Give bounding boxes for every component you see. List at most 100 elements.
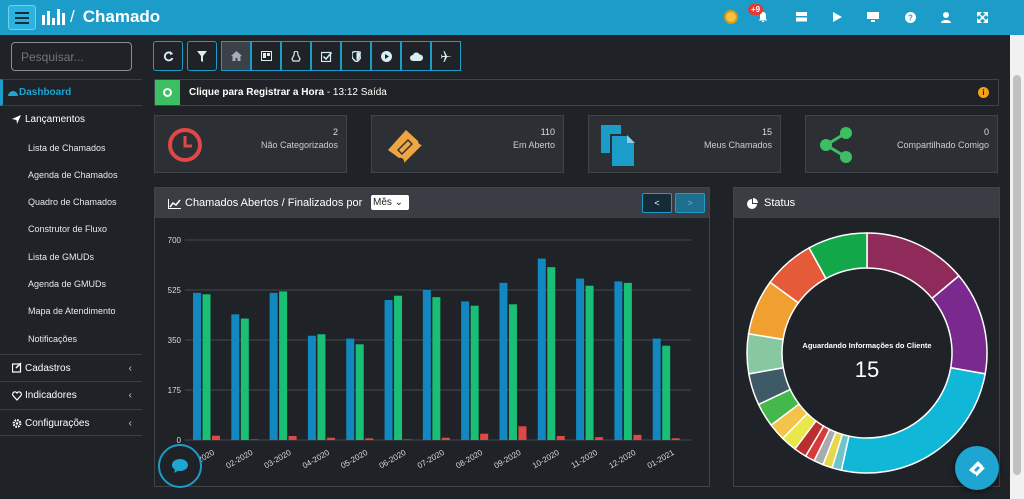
bar[interactable] xyxy=(585,285,594,440)
check-button[interactable] xyxy=(311,41,341,71)
sidebar-item-cadastros[interactable]: Cadastros ‹ xyxy=(0,354,142,381)
card-meus-chamados[interactable]: 15 Meus Chamados xyxy=(588,115,781,173)
sidebar-subitem-lista-gmuds[interactable]: Lista de GMUDs xyxy=(28,252,95,262)
donut-slice[interactable] xyxy=(808,232,868,280)
bar[interactable] xyxy=(518,426,527,440)
info-icon[interactable]: i xyxy=(978,87,989,98)
share-icon xyxy=(820,127,852,163)
scrollbar-thumb[interactable] xyxy=(1013,75,1021,475)
plane-icon xyxy=(440,50,452,62)
chart-panel: Chamados Abertos / Finalizados por Mês ⌄… xyxy=(154,187,710,487)
bar[interactable] xyxy=(652,338,661,440)
bar[interactable] xyxy=(288,436,297,440)
bar[interactable] xyxy=(231,314,240,440)
donut-slice[interactable] xyxy=(746,332,785,375)
user-icon[interactable] xyxy=(939,10,953,24)
sidebar-item-configuracoes[interactable]: Configurações ‹ xyxy=(0,409,142,436)
chat-button[interactable] xyxy=(158,444,202,488)
expand-icon[interactable] xyxy=(975,10,989,24)
bar[interactable] xyxy=(595,437,604,440)
bar[interactable] xyxy=(671,438,680,440)
period-select[interactable]: Mês ⌄ xyxy=(371,195,409,210)
prev-page-button[interactable]: < xyxy=(642,193,672,213)
refresh-button[interactable] xyxy=(153,41,183,71)
bar[interactable] xyxy=(556,436,565,440)
chart-title: Chamados Abertos / Finalizados por xyxy=(185,197,363,209)
register-time-bar[interactable]: Clique para Registrar a Hora - 13:12 Saí… xyxy=(154,79,999,106)
filter-button[interactable] xyxy=(187,41,217,71)
sidebar-subitem-lista-chamados[interactable]: Lista de Chamados xyxy=(28,143,106,153)
help-icon[interactable]: ? xyxy=(903,10,917,24)
donut-slice[interactable] xyxy=(931,274,988,375)
bar[interactable] xyxy=(193,292,201,440)
sidebar-subitem-agenda-gmuds[interactable]: Agenda de GMUDs xyxy=(28,279,107,289)
bar[interactable] xyxy=(355,344,364,440)
home-button[interactable] xyxy=(221,41,251,71)
monitor-icon[interactable] xyxy=(866,10,880,24)
bar[interactable] xyxy=(403,439,412,440)
bar[interactable] xyxy=(326,437,335,440)
sidebar-subitem-mapa-atendimento[interactable]: Mapa de Atendimento xyxy=(28,306,116,316)
bar[interactable] xyxy=(317,334,326,440)
cloud-icon xyxy=(409,52,423,61)
top-bar: / Chamado +9 ? xyxy=(0,0,1024,35)
coin-icon[interactable] xyxy=(724,10,738,24)
sidebar-item-dashboard[interactable]: Dashboard xyxy=(0,79,142,106)
filter-icon xyxy=(197,50,207,62)
status-title: Status xyxy=(764,197,796,209)
bell-icon[interactable] xyxy=(757,11,769,23)
bar[interactable] xyxy=(441,437,450,440)
bar[interactable] xyxy=(250,439,259,440)
sidebar-subitem-construtor-fluxo[interactable]: Construtor de Fluxo xyxy=(28,224,108,234)
bar[interactable] xyxy=(461,301,470,440)
bar[interactable] xyxy=(470,305,479,440)
copy-files-icon xyxy=(601,125,636,167)
bar[interactable] xyxy=(662,345,671,440)
new-ticket-fab[interactable] xyxy=(955,446,999,490)
search-input[interactable] xyxy=(11,42,132,71)
next-page-button[interactable]: > xyxy=(675,193,705,213)
x-tick-label: 12-2020 xyxy=(607,448,637,471)
cloud-button[interactable] xyxy=(401,41,431,71)
bar[interactable] xyxy=(623,282,632,440)
sidebar-subitem-notificacoes[interactable]: Notificações xyxy=(28,334,78,344)
bar[interactable] xyxy=(307,335,316,440)
shield-button[interactable] xyxy=(341,41,371,71)
bar[interactable] xyxy=(346,338,355,440)
bar[interactable] xyxy=(365,438,374,440)
bar[interactable] xyxy=(240,318,249,440)
play-circle-button[interactable] xyxy=(371,41,401,71)
bar[interactable] xyxy=(537,258,546,440)
bar[interactable] xyxy=(499,282,508,440)
bar[interactable] xyxy=(508,304,517,440)
y-tick-label: 525 xyxy=(168,286,182,295)
bar[interactable] xyxy=(269,292,278,440)
card-nao-categorizados[interactable]: 2 Não Categorizados xyxy=(154,115,347,173)
bar[interactable] xyxy=(212,435,220,440)
board-button[interactable] xyxy=(251,41,281,71)
play-icon[interactable] xyxy=(830,10,844,24)
bar[interactable] xyxy=(422,290,431,440)
bar[interactable] xyxy=(432,297,441,440)
hamburger-menu-button[interactable] xyxy=(8,5,36,30)
bar[interactable] xyxy=(633,434,642,440)
plane-button[interactable] xyxy=(431,41,461,71)
bar[interactable] xyxy=(202,294,211,440)
sidebar-item-indicadores[interactable]: Indicadores ‹ xyxy=(0,381,142,408)
x-tick-label: 05-2020 xyxy=(339,448,369,471)
bar[interactable] xyxy=(480,433,489,440)
bar[interactable] xyxy=(614,281,623,440)
sidebar-subitem-agenda-chamados[interactable]: Agenda de Chamados xyxy=(28,170,118,180)
bar[interactable] xyxy=(576,278,585,440)
linux-button[interactable] xyxy=(281,41,311,71)
bar[interactable] xyxy=(279,291,288,440)
bar[interactable] xyxy=(394,295,403,440)
bar[interactable] xyxy=(547,267,556,440)
grid-icon[interactable] xyxy=(794,10,808,24)
sidebar-item-lancamentos[interactable]: Lançamentos xyxy=(0,106,142,133)
card-compartilhado-comigo[interactable]: 0 Compartilhado Comigo xyxy=(805,115,998,173)
sidebar-subitem-quadro-chamados[interactable]: Quadro de Chamados xyxy=(28,197,117,207)
card-em-aberto[interactable]: 110 Em Aberto xyxy=(371,115,564,173)
page-scrollbar[interactable] xyxy=(1010,35,1024,499)
bar[interactable] xyxy=(384,300,393,440)
